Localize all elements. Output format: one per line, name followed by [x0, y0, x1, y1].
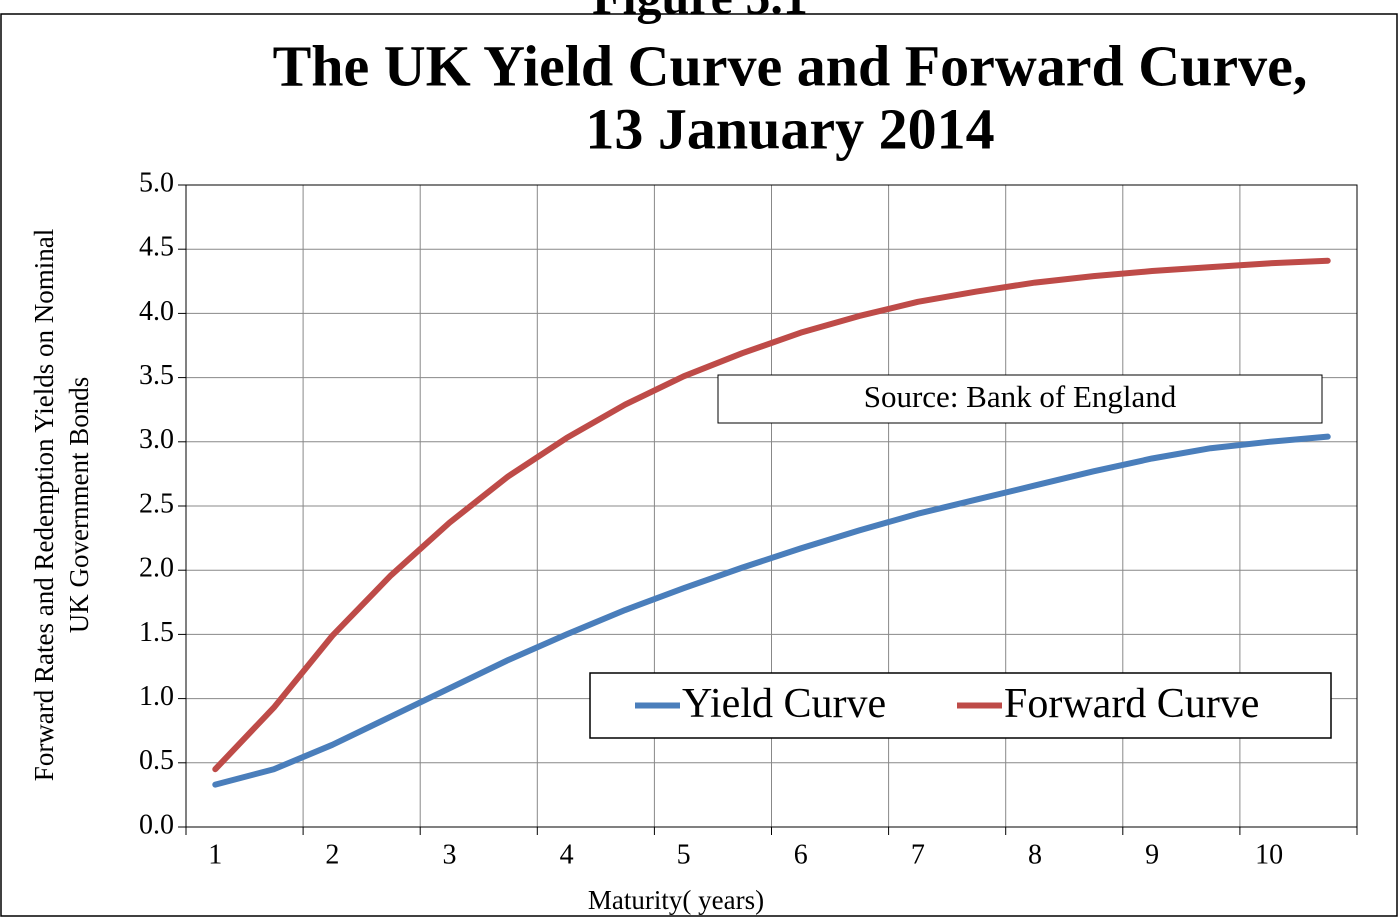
- figure-label: Figure 5.1: [592, 0, 808, 24]
- y-tick-label: 3.0: [139, 424, 174, 455]
- y-tick-label: 0.5: [139, 745, 174, 776]
- x-tick-label: 5: [677, 839, 691, 870]
- y-tick-label: 0.0: [139, 809, 174, 840]
- y-tick-label: 1.0: [139, 681, 174, 712]
- x-tick-label: 4: [560, 839, 574, 870]
- x-tick-label: 6: [794, 839, 808, 870]
- x-tick-label: 1: [208, 839, 222, 870]
- y-tick-label: 2.0: [139, 553, 174, 584]
- y-tick-label: 4.0: [139, 296, 174, 327]
- annotation-box: [717, 374, 1323, 424]
- y-tick-label: 3.5: [139, 360, 174, 391]
- x-tick-label: 3: [442, 839, 456, 870]
- x-tick-label: 8: [1028, 839, 1042, 870]
- x-tick-label: 2: [325, 839, 339, 870]
- legend-label: Yield Curve: [682, 681, 886, 727]
- x-axis-label: Maturity( years): [588, 885, 764, 915]
- y-tick-label: 1.5: [139, 617, 174, 648]
- chart-title: The UK Yield Curve and Forward Curve,: [273, 33, 1308, 98]
- annotation: Source: Bank of England: [864, 379, 1177, 414]
- y-axis-label: UK Government Bonds: [64, 377, 94, 633]
- y-axis-label: Forward Rates and Redemption Yields on N…: [29, 229, 59, 781]
- x-tick-label: 7: [911, 839, 925, 870]
- line-series: [212, 433, 1331, 788]
- plot-border: [185, 184, 1358, 828]
- line-series: [212, 257, 1331, 773]
- y-tick-label: 5.0: [139, 167, 174, 198]
- y-tick-label: 4.5: [139, 232, 174, 263]
- chart-subtitle: 13 January 2014: [585, 96, 994, 161]
- x-tick-label: 9: [1145, 839, 1159, 870]
- legend-label: Forward Curve: [1004, 681, 1259, 727]
- x-tick-label: 10: [1255, 839, 1283, 870]
- y-tick-label: 2.5: [139, 488, 174, 519]
